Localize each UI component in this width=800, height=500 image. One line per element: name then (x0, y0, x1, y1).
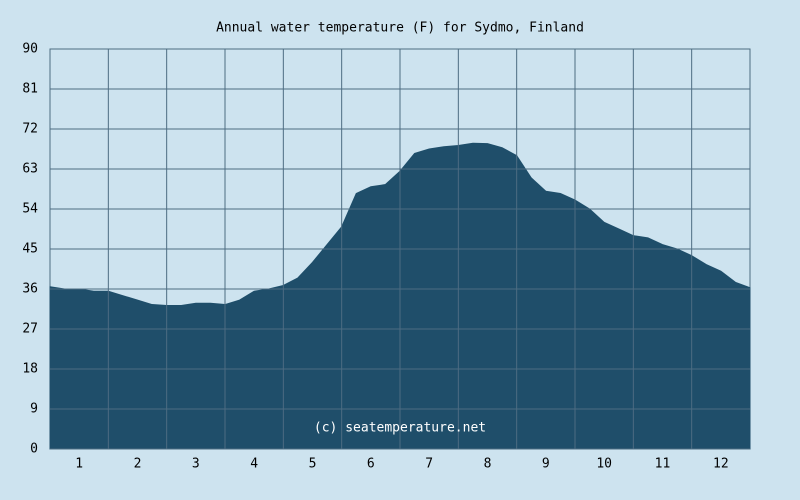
y-tick-label: 18 (22, 362, 38, 377)
y-tick-label: 90 (22, 42, 38, 57)
y-tick-label: 27 (22, 322, 38, 337)
y-tick-label: 54 (22, 202, 38, 217)
x-tick-label: 10 (596, 457, 612, 472)
x-tick-label: 3 (192, 457, 200, 472)
y-tick-label: 45 (22, 242, 38, 257)
y-tick-label: 36 (22, 282, 38, 297)
y-tick-label: 9 (30, 402, 38, 417)
annotation: (c) seatemperature.net (314, 421, 486, 436)
x-tick-label: 4 (250, 457, 258, 472)
x-tick-label: 7 (425, 457, 433, 472)
x-tick-label: 2 (134, 457, 142, 472)
y-tick-label: 81 (22, 82, 38, 97)
x-tick-label: 9 (542, 457, 550, 472)
x-tick-label: 5 (309, 457, 317, 472)
x-tick-label: 6 (367, 457, 375, 472)
y-tick-label: 63 (22, 162, 38, 177)
x-tick-label: 12 (713, 457, 729, 472)
y-tick-label: 72 (22, 122, 38, 137)
y-tick-label: 0 (30, 442, 38, 457)
chart-title: Annual water temperature (F) for Sydmo, … (216, 21, 584, 36)
x-tick-label: 8 (484, 457, 492, 472)
x-tick-label: 1 (75, 457, 83, 472)
x-tick-label: 11 (655, 457, 671, 472)
